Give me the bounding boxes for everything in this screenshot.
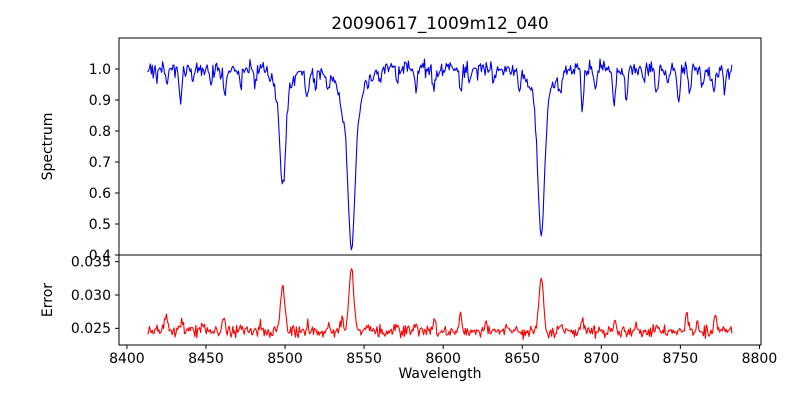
error-x-tick-label: 8550	[346, 351, 382, 367]
x-axis-label: Wavelength	[398, 366, 481, 382]
spectrum-y-tick-label: 1.0	[89, 62, 111, 78]
error-line	[147, 268, 733, 340]
spectrum-y-axis-label: Spectrum	[40, 113, 56, 181]
spectrum-y-tick-label: 0.8	[89, 124, 111, 140]
error-axes-spines	[118, 254, 762, 346]
error-x-tick-label: 8750	[663, 351, 699, 367]
spectrum-y-tick-label: 0.5	[89, 217, 111, 233]
error-x-tick-label: 8600	[425, 351, 461, 367]
error-x-tick-label: 8650	[504, 351, 540, 367]
spectrum-y-tick-label: 0.6	[89, 186, 111, 202]
error-x-tick-label: 8700	[583, 351, 619, 367]
spectrum-line	[147, 58, 733, 251]
error-y-axis-label: Error	[40, 283, 56, 317]
error-x-tick-label: 8450	[188, 351, 224, 367]
error-y-tick-label: 0.030	[71, 288, 111, 304]
error-x-tick-label: 8500	[267, 351, 303, 367]
plot-title: 20090617_1009m12_040	[331, 14, 548, 34]
error-y-tick-label: 0.025	[71, 321, 111, 337]
error-y-tick-label: 0.035	[71, 255, 111, 271]
spectrum-y-tick-label: 0.9	[89, 93, 111, 109]
error-x-tick-label: 8400	[109, 351, 145, 367]
spectrum-y-tick-label: 0.4	[89, 248, 111, 264]
plot-layers: 0.4 0.5 0.6 0.7 0.8 0.9 1.0 0.025 0.030 0.035 8400…	[71, 37, 778, 367]
error-x-tick-label: 8800	[742, 351, 778, 367]
spectrum-y-tick-label: 0.7	[89, 155, 111, 171]
